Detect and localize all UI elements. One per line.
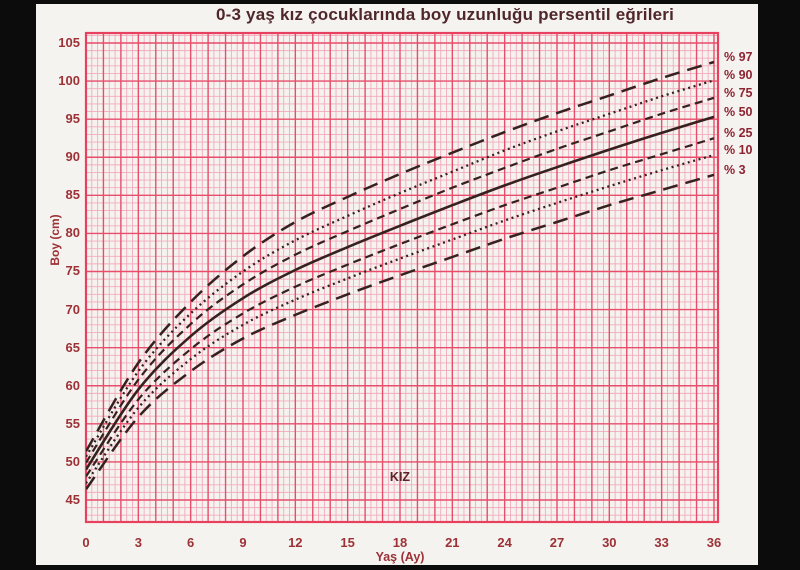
y-tick-60: 60 <box>65 377 80 393</box>
curve-label-p3: % 3 <box>724 162 746 177</box>
curve-label-p90: % 90 <box>724 68 753 83</box>
plot-border <box>84 31 720 524</box>
x-tick-12: 12 <box>288 535 303 550</box>
y-tick-75: 75 <box>65 263 80 279</box>
percentile-curve-75 <box>86 96 715 464</box>
y-tick-100: 100 <box>58 73 80 89</box>
y-tick-80: 80 <box>65 225 80 241</box>
y-tick-50: 50 <box>65 453 80 469</box>
x-tick-9: 9 <box>239 535 247 550</box>
x-tick-6: 6 <box>187 535 195 550</box>
percentile-curve-50 <box>86 115 715 471</box>
percentile-curve-25 <box>86 137 715 478</box>
curve-label-p75: % 75 <box>724 85 753 100</box>
x-tick-15: 15 <box>340 535 355 550</box>
percentile-curve-3 <box>86 173 715 491</box>
grid-minor-lines <box>86 33 718 522</box>
curve-label-p97: % 97 <box>724 50 753 65</box>
x-tick-30: 30 <box>602 535 617 550</box>
curve-label-p10: % 10 <box>724 142 753 157</box>
x-axis-title: Yaş (Ay) <box>375 550 425 564</box>
x-tick-27: 27 <box>549 535 565 550</box>
x-tick-0: 0 <box>82 535 90 550</box>
percentile-curves <box>86 60 715 491</box>
y-tick-70: 70 <box>65 301 80 317</box>
percentile-curve-90 <box>86 79 715 458</box>
x-tick-24: 24 <box>497 535 512 550</box>
y-tick-55: 55 <box>65 415 80 431</box>
chart-title: 0-3 yaş kız çocuklarında boy uzunluğu pe… <box>215 5 675 24</box>
x-tick-33: 33 <box>654 535 669 550</box>
percentile-curve-10 <box>86 153 715 484</box>
x-tick-18: 18 <box>392 535 408 550</box>
y-tick-95: 95 <box>65 111 80 127</box>
percentile-curve-97 <box>86 60 715 452</box>
grid-major-lines <box>85 33 718 522</box>
y-tick-85: 85 <box>65 187 80 203</box>
curve-label-p25: % 25 <box>724 126 753 141</box>
y-tick-65: 65 <box>65 339 80 355</box>
curve-label-p50: % 50 <box>724 104 753 119</box>
x-tick-36: 36 <box>706 535 722 550</box>
y-tick-90: 90 <box>65 149 80 165</box>
y-tick-105: 105 <box>58 34 80 50</box>
inner-label-kiz: KIZ <box>389 470 411 484</box>
x-tick-3: 3 <box>134 535 142 550</box>
x-tick-21: 21 <box>445 535 460 550</box>
y-tick-45: 45 <box>65 492 80 507</box>
